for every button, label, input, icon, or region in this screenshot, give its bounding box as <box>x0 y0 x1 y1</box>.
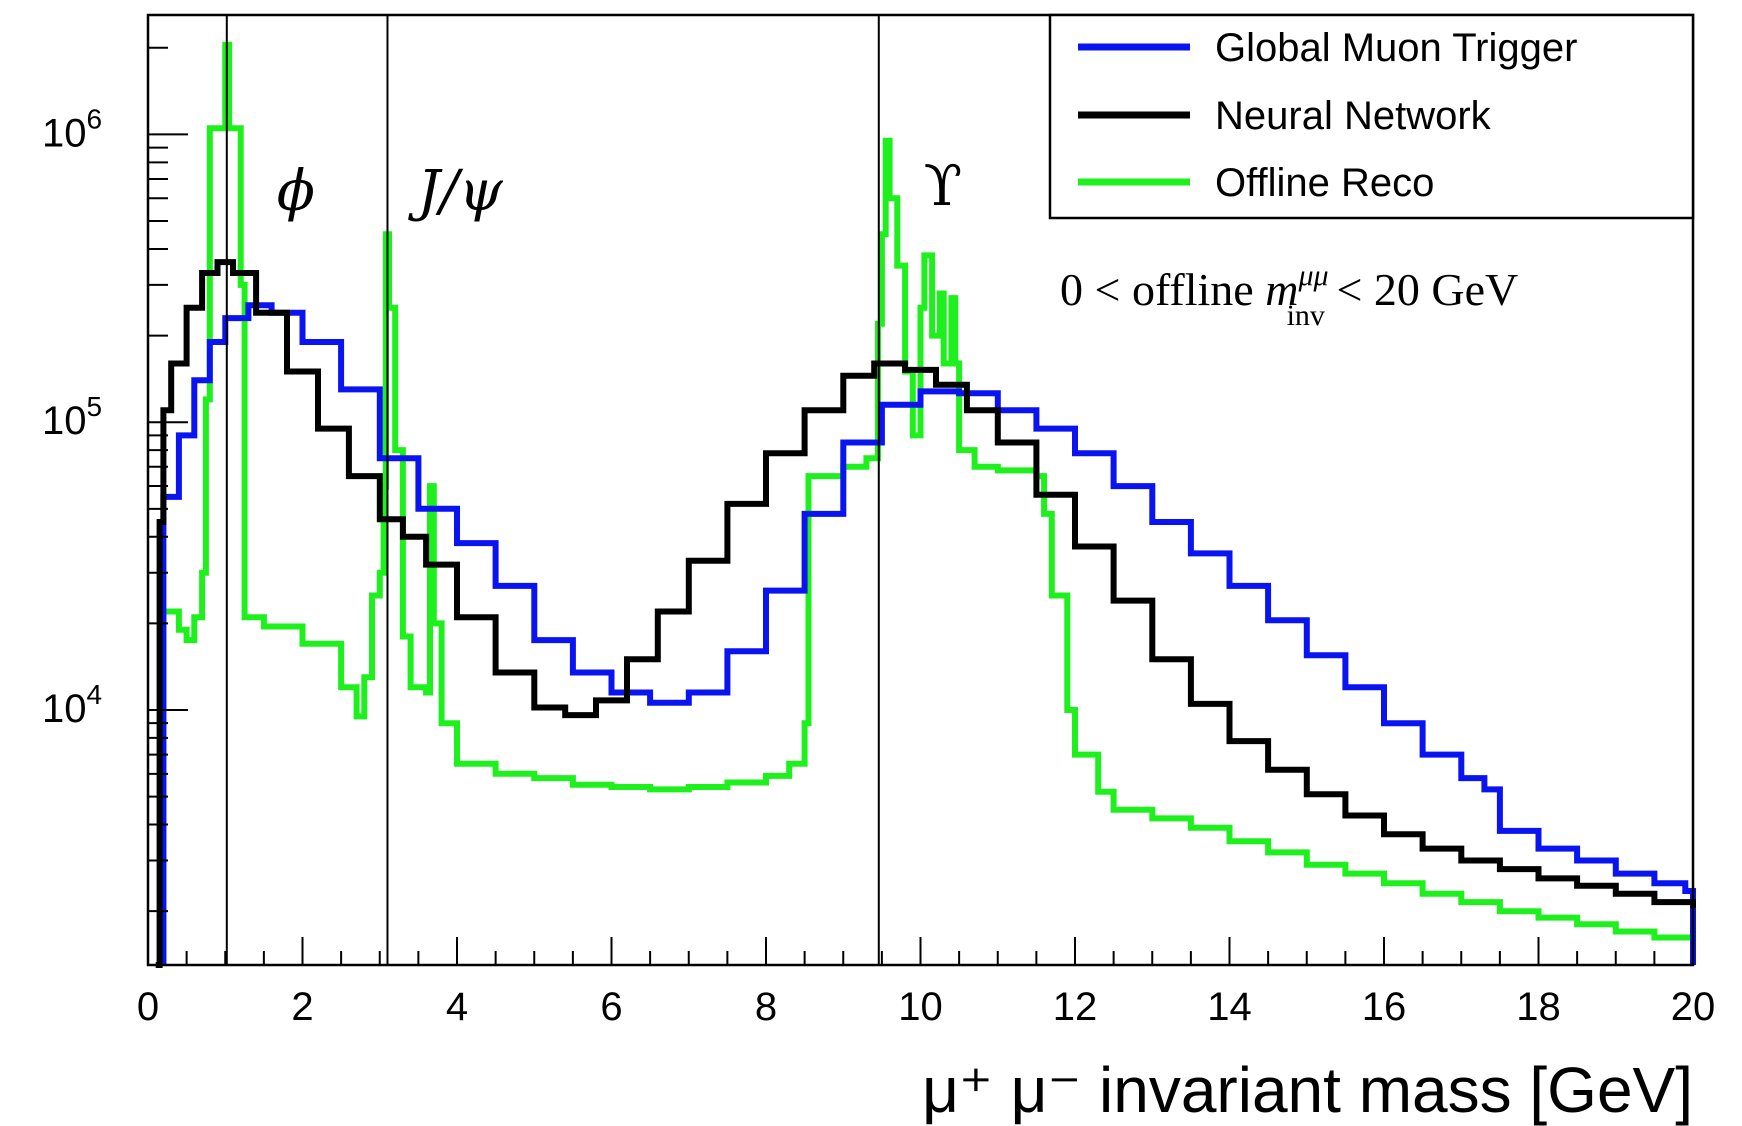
upsilon-label: ϒ <box>924 154 962 219</box>
legend-label-global-muon-trigger: Global Muon Trigger <box>1215 26 1577 70</box>
axis-ticks <box>147 46 1694 965</box>
range-sub: inv <box>1287 299 1325 332</box>
x-tick-label: 10 <box>898 985 943 1029</box>
x-tick-label: 6 <box>600 985 622 1029</box>
y-tick-label: 105 <box>42 391 102 443</box>
legend-label-offline-reco: Offline Reco <box>1215 161 1434 205</box>
legend-label-neural-network: Neural Network <box>1215 94 1492 138</box>
x-tick-label: 12 <box>1053 985 1098 1029</box>
x-tick-label: 4 <box>446 985 468 1029</box>
x-tick-label: 14 <box>1207 985 1252 1029</box>
legend: Global Muon Trigger Neural Network Offli… <box>1048 13 1695 220</box>
x-tick-label: 18 <box>1516 985 1561 1029</box>
y-tick-label: 104 <box>42 679 102 731</box>
series-neural-network <box>155 259 1696 968</box>
phi-label: ϕ <box>277 159 315 224</box>
mass-range-annotation: 0 < offline mμμ inv < 20 GeV <box>1060 259 1518 332</box>
resonance-lines <box>225 15 880 965</box>
x-tick-label: 8 <box>755 985 777 1029</box>
tick-labels: 0 2 4 6 8 10 12 14 16 18 20 104 105 106 <box>42 103 1715 1029</box>
range-sup: μμ <box>1297 259 1328 292</box>
range-prefix: 0 < offline <box>1060 264 1265 315</box>
y-tick-label: 106 <box>42 103 102 155</box>
range-m: m <box>1265 264 1298 315</box>
x-tick-label: 0 <box>137 985 159 1029</box>
series-global-muon-trigger <box>160 302 1696 965</box>
x-tick-label: 20 <box>1671 985 1716 1029</box>
series-offline-reco <box>160 41 1696 965</box>
x-tick-label: 16 <box>1362 985 1407 1029</box>
range-suffix: < 20 GeV <box>1325 264 1518 315</box>
jpsi-label: J/ψ <box>407 159 503 224</box>
x-axis-title: μ⁺ μ⁻ invariant mass [GeV] <box>922 1054 1693 1126</box>
series-layer <box>155 41 1696 968</box>
x-tick-label: 2 <box>291 985 313 1029</box>
